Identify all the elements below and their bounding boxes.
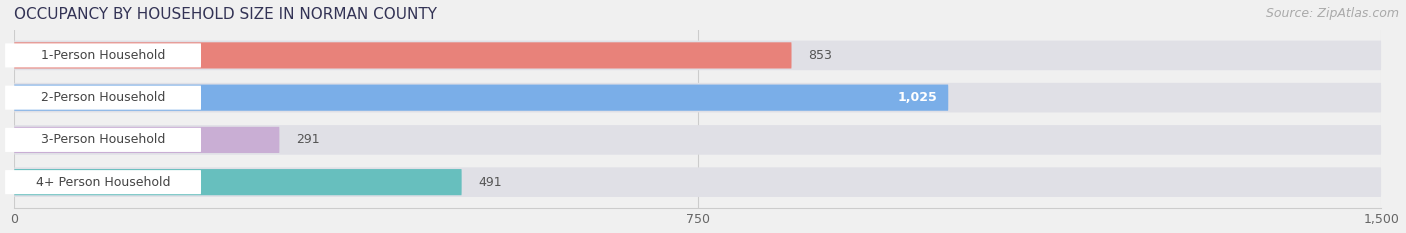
Text: 291: 291: [295, 134, 319, 146]
Text: 491: 491: [478, 176, 502, 189]
FancyBboxPatch shape: [14, 83, 1381, 113]
FancyBboxPatch shape: [14, 41, 1381, 70]
Text: 2-Person Household: 2-Person Household: [41, 91, 166, 104]
Text: 853: 853: [808, 49, 832, 62]
Text: Source: ZipAtlas.com: Source: ZipAtlas.com: [1265, 7, 1399, 20]
FancyBboxPatch shape: [14, 127, 280, 153]
Text: 3-Person Household: 3-Person Household: [41, 134, 166, 146]
FancyBboxPatch shape: [14, 42, 792, 69]
FancyBboxPatch shape: [6, 43, 201, 67]
FancyBboxPatch shape: [6, 128, 201, 152]
FancyBboxPatch shape: [14, 125, 1381, 155]
FancyBboxPatch shape: [6, 86, 201, 110]
Text: 1-Person Household: 1-Person Household: [41, 49, 166, 62]
FancyBboxPatch shape: [14, 169, 461, 195]
Text: 1,025: 1,025: [897, 91, 938, 104]
Text: OCCUPANCY BY HOUSEHOLD SIZE IN NORMAN COUNTY: OCCUPANCY BY HOUSEHOLD SIZE IN NORMAN CO…: [14, 7, 437, 22]
Text: 4+ Person Household: 4+ Person Household: [35, 176, 170, 189]
FancyBboxPatch shape: [14, 167, 1381, 197]
FancyBboxPatch shape: [14, 85, 948, 111]
FancyBboxPatch shape: [6, 170, 201, 194]
